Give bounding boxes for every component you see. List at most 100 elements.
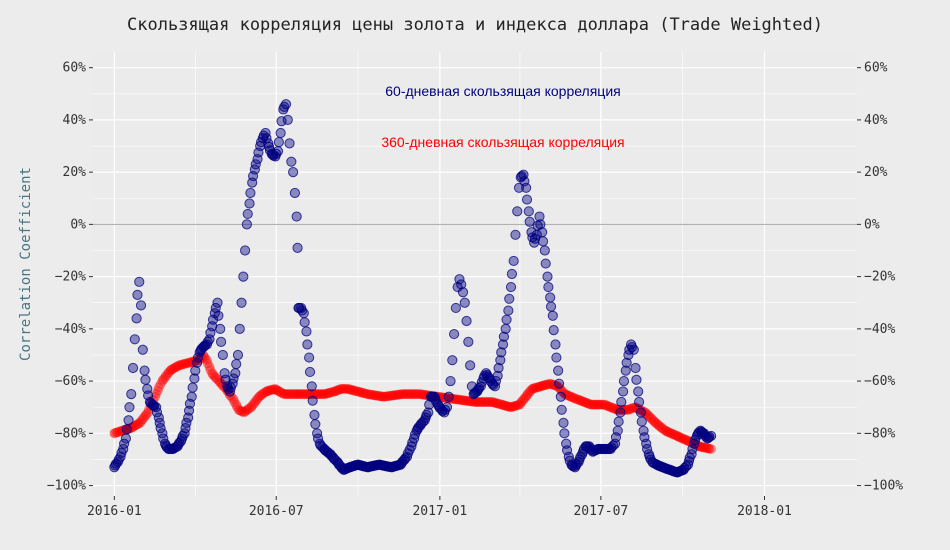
corr60-point [135,300,147,311]
corr60-point [276,116,287,127]
corr360-point [506,401,517,412]
corr360-point [226,392,237,403]
corr360-point [653,420,664,431]
corr60-point [310,419,321,430]
corr360-point [267,384,278,395]
corr360-point [586,399,597,410]
corr360-point [338,383,349,394]
corr360-point [162,369,173,380]
corr360-point [487,396,498,407]
corr360-point [594,399,605,410]
corr360-point [457,395,468,406]
corr360-point [273,386,284,397]
corr60-point [140,374,151,385]
corr60-point [212,297,223,308]
corr360-point [476,396,487,407]
corr360-point [358,388,369,399]
corr60-point [120,433,132,444]
corr360-point [657,423,668,434]
corr60-point [227,378,238,389]
corr360-point [182,358,193,369]
corr60-point [521,182,532,193]
corr360-point [602,400,613,411]
corr360-point [569,393,580,404]
corr360-point [341,383,352,394]
corr360-point [610,403,621,414]
corr60-point [299,317,310,328]
corr60-point [234,323,245,334]
corr60-point [553,378,565,389]
corr360-point [449,394,460,405]
corr360-point [540,379,551,390]
corr360-point [133,418,144,429]
corr60-point [236,297,247,308]
corr360-point [455,394,466,405]
chart-title: Скользящая корреляция цены золота и инде… [127,15,823,35]
corr360-point [348,385,359,396]
corr360-point [322,388,333,399]
corr360-point [649,416,660,427]
corr360-point [169,362,180,373]
corr360-point [359,388,370,399]
corr60-point [521,194,533,205]
corr360-point [330,386,341,397]
corr360-point [371,390,382,401]
corr360-point [363,389,374,400]
x-tick-label: 2017-01 [412,504,467,519]
corr360-point [345,384,356,395]
corr60-point [289,187,300,199]
corr360-point [462,395,473,406]
corr60-point [534,211,545,222]
corr360-point [510,400,521,411]
corr360-point [247,400,258,411]
y-tick-label-right: 60% [864,61,888,76]
corr360-point [576,395,587,406]
corr360-point [615,404,626,415]
corr60-point [301,326,312,337]
corr360-point [524,387,535,398]
corr360-point [290,389,301,400]
corr360-point [248,398,259,409]
corr60-point [291,211,302,222]
y-tick-label: −80% [55,426,86,441]
corr360-point [296,389,307,400]
corr360-point [209,371,220,382]
corr360-point [401,389,412,400]
corr360-point [660,425,671,436]
corr360-point [110,427,121,438]
corr360-point [301,389,312,400]
corr360-point [449,393,460,404]
y-tick-label-right: 0% [864,217,880,232]
corr60-point [497,339,509,350]
corr360-point [334,384,345,395]
corr360-point [676,433,687,444]
y-tick-label: −20% [55,270,86,285]
corr60-point [282,114,293,126]
corr60-point [463,336,474,348]
corr360-point [503,401,514,412]
corr60-point [508,255,519,267]
corr60-point [620,365,631,376]
corr60-point [510,229,521,240]
corr60-point [275,127,286,139]
corr360-point [165,365,176,376]
corr360-point [537,380,548,391]
corr360-point [522,390,533,401]
corr360-point [141,409,152,420]
corr60-point [232,349,244,361]
corr360-point [452,394,463,405]
corr60-point [132,289,143,300]
corr60-point [307,395,318,406]
corr360-point [373,390,384,401]
corr360-point [272,385,283,396]
corr360-point [271,384,282,395]
corr60-point [306,381,317,392]
corr360-point [664,427,675,438]
corr360-point [233,404,244,415]
corr60-point [543,281,554,293]
corr360-point [405,389,416,400]
corr360-point [656,422,667,433]
corr360-point [376,391,387,402]
corr60-point [304,366,316,378]
corr60-point [121,424,132,435]
